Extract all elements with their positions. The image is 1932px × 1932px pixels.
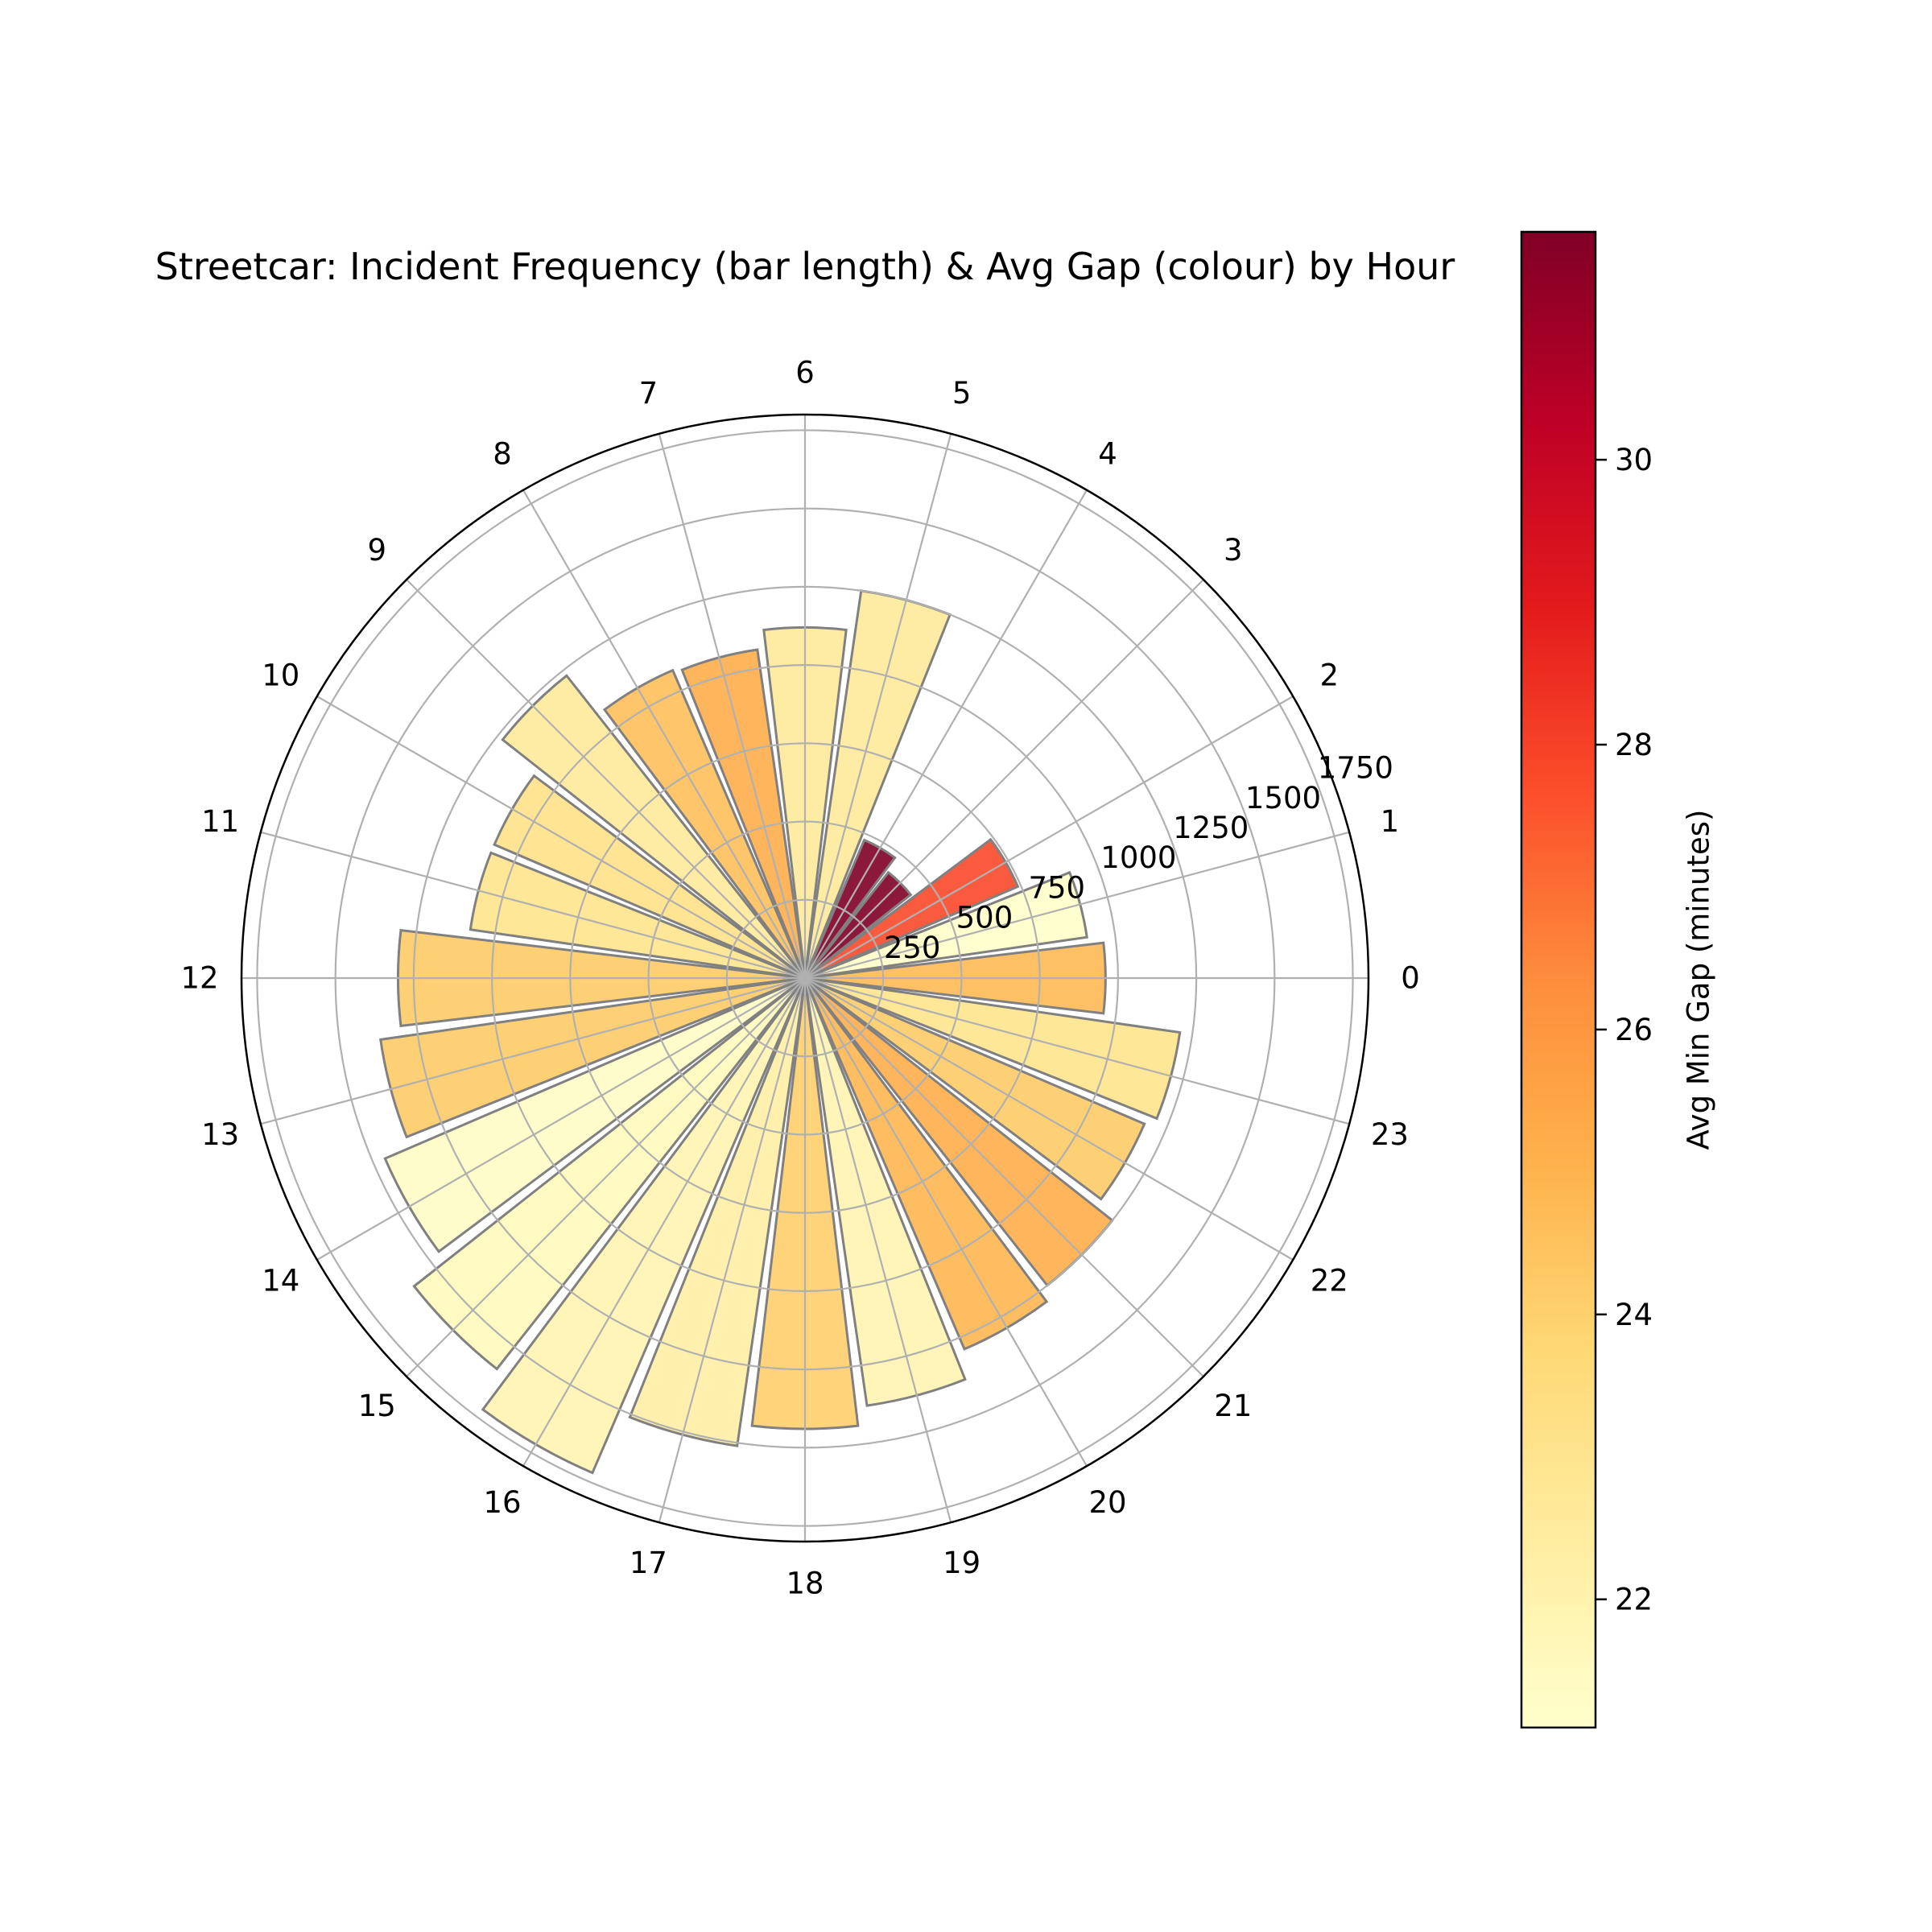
angular-tick-label: 7 xyxy=(639,376,658,411)
angular-gridline xyxy=(804,579,1204,979)
angular-gridline xyxy=(804,977,1204,1377)
chart-title: Streetcar: Incident Frequency (bar lengt… xyxy=(155,245,1455,288)
angular-gridline xyxy=(260,831,806,980)
angular-tick-label: 3 xyxy=(1224,533,1243,568)
angular-tick-label: 13 xyxy=(201,1117,239,1152)
colorbar-tick-label: 22 xyxy=(1615,1583,1653,1617)
radial-tick-label: 1000 xyxy=(1100,840,1176,875)
angular-gridline xyxy=(406,579,806,979)
angular-gridline xyxy=(803,433,952,979)
angular-tick-label: 19 xyxy=(943,1546,980,1580)
colorbar-gradient xyxy=(1520,230,1597,1729)
angular-gridline xyxy=(260,976,806,1125)
polar-frame xyxy=(240,413,1370,1543)
colorbar-label: Avg Min Gap (minutes) xyxy=(1682,810,1716,1150)
angular-gridline xyxy=(804,696,1294,979)
angular-tick-label: 21 xyxy=(1214,1389,1252,1423)
angular-tick-label: 11 xyxy=(201,804,239,839)
radial-tick-label: 1750 xyxy=(1318,751,1393,786)
angular-tick-label: 14 xyxy=(262,1264,299,1298)
angular-tick-label: 4 xyxy=(1098,436,1117,471)
angular-gridline xyxy=(316,696,806,979)
angular-tick-label: 18 xyxy=(786,1567,824,1601)
angular-gridline xyxy=(804,976,1350,1125)
colorbar-tick-label: 24 xyxy=(1615,1298,1653,1332)
angular-tick-label: 6 xyxy=(795,356,815,390)
polar-grid xyxy=(242,415,1368,1542)
colorbar-tick-label: 28 xyxy=(1615,728,1653,762)
angular-tick-label: 5 xyxy=(952,376,972,411)
angular-gridline xyxy=(804,489,1088,979)
angular-tick-label: 12 xyxy=(180,961,218,996)
angular-tick-label: 22 xyxy=(1311,1264,1348,1298)
radial-tick-label: 750 xyxy=(1028,870,1085,905)
radial-tick-label: 250 xyxy=(884,931,941,965)
angular-gridline xyxy=(406,977,806,1377)
angular-gridline xyxy=(658,433,807,979)
angular-tick-label: 20 xyxy=(1088,1485,1126,1520)
angular-gridline xyxy=(804,977,1294,1261)
angular-tick-label: 9 xyxy=(367,533,386,568)
angular-tick-label: 16 xyxy=(483,1485,521,1520)
angular-gridline xyxy=(522,489,806,979)
angular-tick-label: 10 xyxy=(262,658,299,693)
angular-gridline xyxy=(522,977,806,1467)
angular-gridline xyxy=(804,831,1350,980)
angular-tick-label: 8 xyxy=(493,436,512,471)
colorbar-tick-label: 26 xyxy=(1615,1013,1653,1047)
angular-tick-label: 1 xyxy=(1381,804,1400,839)
angular-tick-label: 2 xyxy=(1319,658,1339,693)
radial-tick-label: 1500 xyxy=(1245,781,1321,815)
angular-gridline xyxy=(804,977,1088,1467)
angular-gridline xyxy=(658,977,807,1523)
angular-tick-label: 0 xyxy=(1401,961,1420,996)
angular-tick-label: 17 xyxy=(630,1546,667,1580)
angular-tick-label: 15 xyxy=(358,1389,396,1423)
angular-tick-label: 23 xyxy=(1371,1117,1409,1152)
colorbar-ticks: 22 24 26 28 30 xyxy=(1596,443,1653,1617)
radial-tick-label: 1250 xyxy=(1173,811,1249,845)
colorbar-tick-label: 30 xyxy=(1615,443,1653,477)
angular-gridline xyxy=(316,977,806,1261)
colorbar: 22 24 26 28 30 Avg Min Gap (minutes) xyxy=(1520,230,1716,1729)
radial-tick-label: 500 xyxy=(956,901,1013,935)
angular-gridline xyxy=(803,977,952,1523)
